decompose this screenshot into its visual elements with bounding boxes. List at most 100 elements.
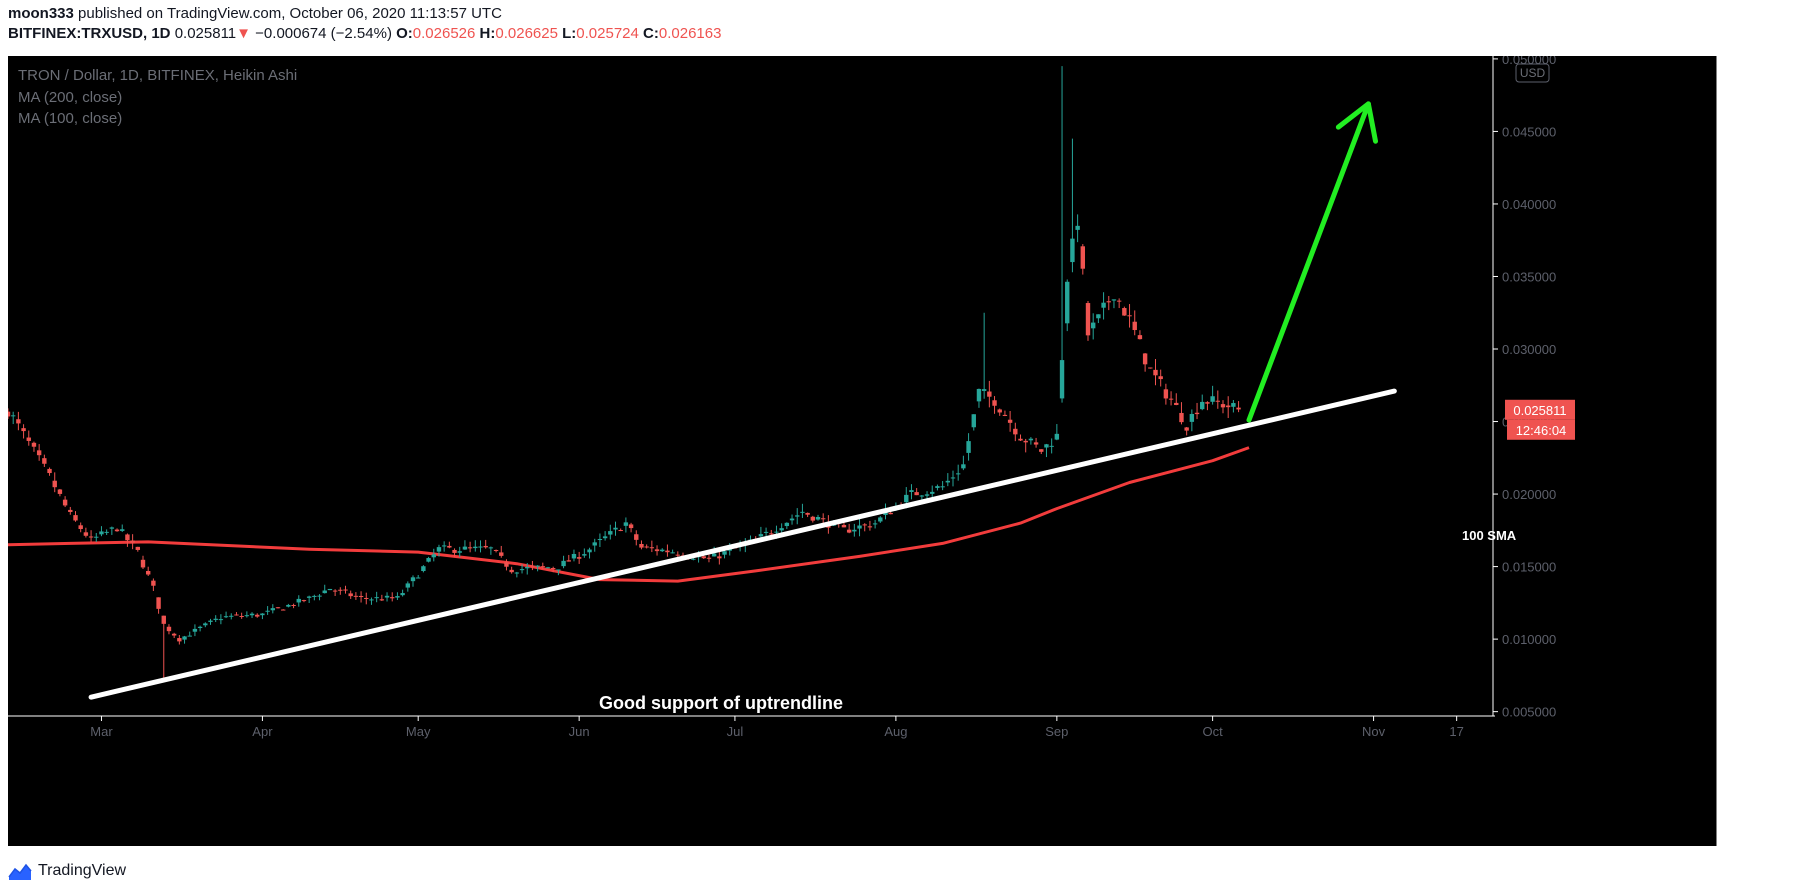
candle[interactable] [234, 612, 239, 616]
candle[interactable] [192, 624, 198, 637]
candle[interactable] [135, 546, 141, 552]
candle[interactable] [992, 396, 997, 414]
candle[interactable] [410, 575, 416, 587]
candle[interactable] [94, 532, 99, 542]
candle[interactable] [104, 529, 109, 535]
candle[interactable] [229, 613, 234, 620]
candle[interactable] [78, 522, 83, 533]
candle[interactable] [592, 538, 597, 552]
candle[interactable] [784, 522, 790, 529]
candle[interactable] [182, 635, 187, 644]
candle[interactable] [763, 527, 769, 537]
candle[interactable] [514, 571, 520, 578]
candle[interactable] [639, 540, 644, 550]
candle[interactable] [197, 625, 203, 632]
candle[interactable] [862, 523, 867, 532]
legend-ma100[interactable]: MA (100, close) [18, 110, 122, 127]
candle[interactable] [800, 503, 805, 518]
candle[interactable] [1039, 449, 1044, 455]
candle[interactable] [473, 540, 478, 552]
candle[interactable] [997, 408, 1002, 416]
candle[interactable] [1065, 279, 1070, 332]
candle[interactable] [426, 556, 431, 563]
candle[interactable] [467, 541, 473, 553]
candle[interactable] [1018, 434, 1023, 441]
candle[interactable] [384, 592, 390, 602]
candle[interactable] [1215, 390, 1221, 409]
candle[interactable] [5, 408, 11, 419]
candle[interactable] [966, 433, 971, 461]
candle[interactable] [914, 488, 919, 496]
candle[interactable] [208, 618, 213, 625]
candle[interactable] [878, 516, 883, 523]
candle[interactable] [171, 632, 177, 639]
candle[interactable] [348, 590, 353, 599]
candle[interactable] [1023, 438, 1028, 453]
candle[interactable] [1044, 443, 1049, 458]
candle[interactable] [395, 592, 400, 601]
candle[interactable] [1194, 402, 1200, 420]
candle[interactable] [644, 544, 649, 549]
candle[interactable] [332, 589, 338, 597]
candle[interactable] [820, 513, 826, 525]
candle[interactable] [312, 594, 317, 601]
candle[interactable] [618, 528, 623, 532]
candle[interactable] [1080, 244, 1086, 275]
candle[interactable] [187, 631, 192, 637]
candle[interactable] [1002, 410, 1008, 417]
candle[interactable] [405, 581, 411, 592]
candle[interactable] [602, 531, 608, 541]
candle[interactable] [1122, 306, 1127, 316]
candle[interactable] [140, 555, 146, 569]
candle[interactable] [68, 506, 73, 515]
candle[interactable] [1137, 330, 1143, 340]
candle[interactable] [961, 455, 966, 471]
candle[interactable] [660, 548, 665, 552]
candle[interactable] [327, 588, 333, 591]
candle[interactable] [275, 607, 281, 609]
candle[interactable] [358, 591, 364, 603]
candle[interactable] [1028, 437, 1034, 445]
candle[interactable] [343, 585, 348, 594]
candle[interactable] [462, 540, 468, 550]
candle[interactable] [441, 541, 447, 552]
candle[interactable] [935, 484, 940, 491]
candle[interactable] [10, 411, 16, 425]
candle[interactable] [16, 411, 21, 431]
candle[interactable] [161, 615, 166, 680]
candle[interactable] [504, 559, 509, 571]
candle[interactable] [634, 530, 639, 546]
chart-svg[interactable]: 0.0050000.0100000.0150000.0200000.025000… [5, 52, 1718, 846]
candle[interactable] [1210, 385, 1215, 405]
candle[interactable] [1054, 424, 1060, 441]
candle[interactable] [1101, 292, 1106, 320]
candle[interactable] [1070, 138, 1075, 273]
candle[interactable] [270, 604, 276, 614]
candle[interactable] [99, 526, 104, 537]
candle[interactable] [976, 388, 982, 408]
candle[interactable] [950, 470, 956, 487]
candle[interactable] [260, 613, 265, 620]
candle[interactable] [1163, 383, 1169, 405]
candle[interactable] [400, 589, 405, 597]
candle[interactable] [545, 566, 551, 569]
candle[interactable] [561, 555, 566, 569]
candle[interactable] [519, 564, 525, 574]
candle[interactable] [88, 530, 94, 542]
candle[interactable] [218, 614, 224, 625]
currency-badge[interactable] [1515, 63, 1550, 83]
projection-arrow[interactable] [1246, 101, 1379, 423]
candle[interactable] [795, 508, 800, 525]
candle[interactable] [109, 526, 115, 535]
candle[interactable] [223, 611, 229, 619]
candle[interactable] [675, 551, 681, 558]
candle[interactable] [1049, 438, 1054, 454]
candle[interactable] [457, 546, 462, 558]
candle[interactable] [535, 565, 540, 572]
candle[interactable] [364, 592, 369, 605]
candle[interactable] [306, 595, 312, 603]
candle[interactable] [597, 533, 603, 547]
candle[interactable] [628, 522, 634, 533]
candle[interactable] [1174, 393, 1179, 406]
candle[interactable] [213, 615, 218, 623]
